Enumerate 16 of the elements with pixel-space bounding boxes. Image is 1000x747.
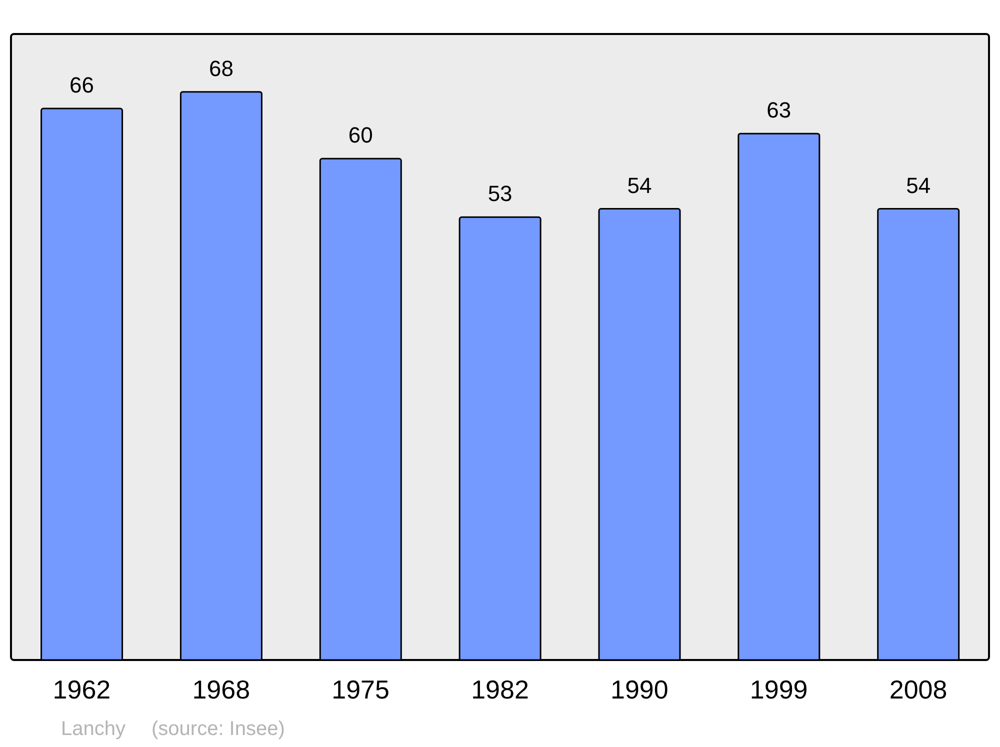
x-tick-label: 1975 — [332, 674, 390, 704]
data-label: 54 — [627, 172, 652, 198]
data-label: 68 — [208, 56, 234, 81]
x-tick-label: 1962 — [52, 674, 111, 704]
x-tick-label: 1968 — [192, 674, 250, 704]
x-tick-label: 1990 — [610, 674, 668, 704]
data-label: 63 — [766, 98, 792, 123]
x-tick-label: 1999 — [750, 674, 808, 704]
text: (source: Insee) — [152, 718, 285, 740]
text: Lanchy — [61, 718, 126, 740]
x-tick-label: 1982 — [471, 674, 529, 704]
data-label: 54 — [906, 172, 931, 198]
x-tick-label: 2008 — [889, 674, 948, 704]
data-label: 53 — [488, 181, 512, 206]
data-label: 60 — [348, 122, 373, 148]
data-label: 66 — [70, 72, 94, 98]
